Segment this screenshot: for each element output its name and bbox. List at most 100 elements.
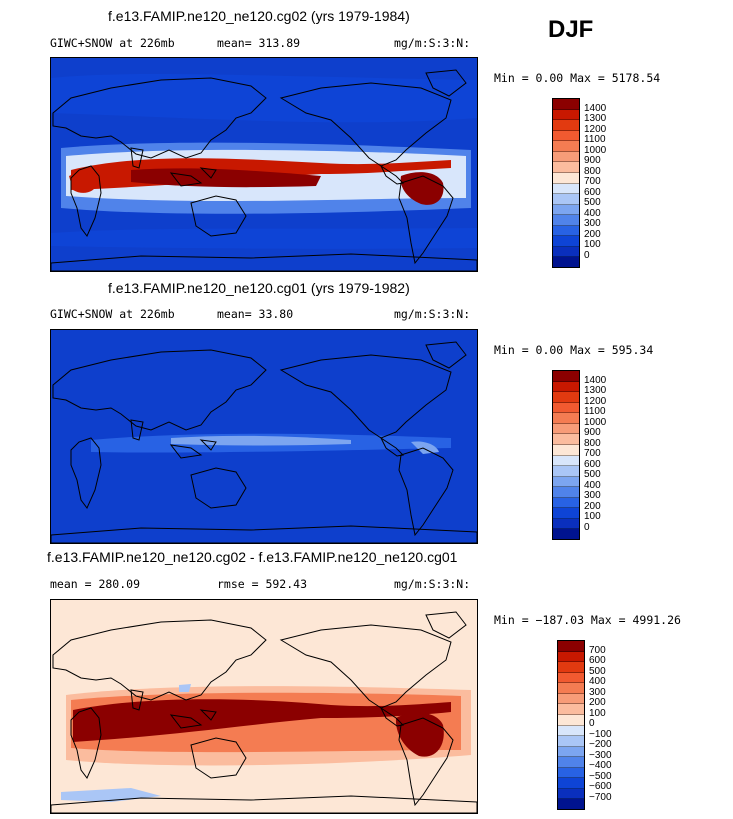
colorbar-tick-label: −500 (589, 770, 612, 782)
panel1-colorbar (552, 98, 580, 268)
panel2-title: f.e13.FAMIP.ne120_ne120.cg01 (yrs 1979-1… (108, 280, 410, 296)
colorbar-swatch (553, 120, 579, 131)
colorbar-swatch (553, 215, 579, 226)
colorbar-swatch (553, 130, 579, 142)
panel3-map (50, 599, 478, 814)
colorbar-tick-label: 1400 (584, 102, 607, 114)
colorbar-swatch (553, 371, 579, 382)
coastline (199, 167, 217, 179)
panel2-map (50, 329, 478, 544)
colorbar-tick-label: 500 (584, 469, 601, 480)
diff-negative-patch-asia (179, 684, 191, 692)
colorbar-swatch (553, 172, 579, 184)
colorbar-swatch (553, 204, 579, 216)
coastline (130, 689, 144, 711)
colorbar-swatch (553, 162, 579, 173)
colorbar-swatch (558, 767, 584, 779)
tropical-band-core (171, 435, 351, 446)
diff-core-band (73, 699, 451, 742)
colorbar-swatch (553, 402, 579, 414)
panel2-variable-label: GIWC+SNOW at 226mb (50, 307, 175, 321)
colorbar-tick-label: 1100 (584, 134, 606, 145)
colorbar-swatch (553, 423, 579, 435)
coastline (130, 419, 144, 441)
colorbar-swatch (553, 99, 579, 110)
panel1-title: f.e13.FAMIP.ne120_ne120.cg02 (yrs 1979-1… (108, 8, 410, 24)
coastline (169, 444, 203, 459)
coastline (169, 714, 203, 729)
colorbar-swatch (553, 257, 579, 267)
coastline (398, 447, 454, 537)
colorbar-tick-label: −700 (589, 791, 612, 803)
colorbar-swatch (553, 529, 579, 539)
coastline (425, 341, 467, 369)
colorbar-tick-label: 400 (584, 207, 601, 219)
colorbar-swatch (558, 746, 584, 758)
colorbar-swatch (558, 788, 584, 800)
colorbar-tick-label: 700 (584, 176, 601, 187)
coastline (190, 737, 247, 779)
colorbar-tick-label: 0 (584, 249, 590, 261)
panel2-map-svg (51, 330, 477, 543)
coastline (52, 349, 267, 431)
colorbar-tick-label: 100 (584, 511, 601, 522)
colorbar-tick-label: 700 (589, 644, 606, 656)
colorbar-tick-label: 800 (584, 165, 601, 177)
colorbar-tick-label: 1200 (584, 123, 607, 135)
coastline (379, 436, 405, 457)
colorbar-tick-label: −200 (589, 739, 612, 750)
colorbar-tick-label: 900 (584, 427, 601, 438)
colorbar-tick-label: 1200 (584, 395, 607, 407)
colorbar-swatch (553, 109, 579, 121)
colorbar-swatch (553, 476, 579, 488)
colorbar-swatch (558, 799, 584, 809)
colorbar-swatch (553, 444, 579, 456)
colorbar-swatch (558, 704, 584, 715)
coastline (130, 147, 144, 169)
colorbar-swatch (553, 413, 579, 424)
colorbar-swatch (558, 662, 584, 673)
colorbar-swatch (558, 725, 584, 737)
midlatitude-band-south (51, 228, 477, 249)
colorbar-swatch (558, 778, 584, 789)
panel2-mean-label: mean= 33.80 (217, 307, 294, 321)
colorbar-swatch (553, 381, 579, 393)
coastline (379, 164, 405, 185)
colorbar-tick-label: 300 (584, 490, 601, 501)
panel3-mean-label: mean = 280.09 (50, 577, 141, 591)
colorbar-swatch (553, 225, 579, 237)
colorbar-swatch (558, 672, 584, 684)
coastline (379, 706, 405, 727)
colorbar-tick-label: 1300 (584, 113, 607, 124)
colorbar-tick-label: 1400 (584, 374, 607, 386)
colorbar-tick-label: 100 (584, 239, 601, 250)
colorbar-tick-label: −100 (589, 728, 612, 740)
colorbar-tick-label: 400 (584, 479, 601, 491)
coastline (199, 439, 217, 451)
panel1-minmax: Min = 0.00 Max = 5178.54 (494, 71, 661, 85)
colorbar-swatch (553, 497, 579, 509)
colorbar-swatch (553, 151, 579, 163)
tropical-band-america (411, 441, 439, 454)
coastline (70, 707, 102, 779)
coastline (279, 354, 452, 439)
colorbar-swatch (553, 487, 579, 498)
colorbar-swatch (553, 141, 579, 152)
colorbar-tick-label: −300 (589, 749, 612, 761)
colorbar-tick-label: 400 (589, 676, 606, 687)
panel1-units: mg/m:S:3:N: (394, 36, 471, 50)
coastline (199, 709, 217, 721)
panel3-map-svg (51, 600, 477, 813)
panel2-colorbar (552, 370, 580, 540)
colorbar-swatch (553, 466, 579, 477)
colorbar-tick-label: 500 (584, 197, 601, 208)
colorbar-swatch (553, 434, 579, 445)
colorbar-tick-label: 0 (589, 718, 595, 729)
colorbar-swatch (558, 641, 584, 652)
colorbar-tick-label: 600 (584, 458, 601, 470)
colorbar-tick-label: 500 (589, 665, 606, 677)
coastline (51, 525, 477, 543)
colorbar-tick-label: 700 (584, 448, 601, 459)
coastline (70, 165, 102, 237)
colorbar-tick-label: 800 (584, 437, 601, 449)
